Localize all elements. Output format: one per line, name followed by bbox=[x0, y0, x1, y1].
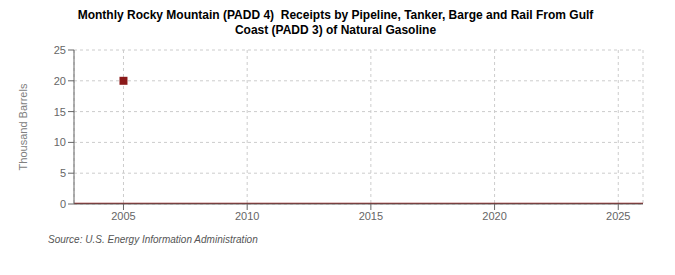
svg-text:10: 10 bbox=[54, 136, 66, 148]
svg-text:25: 25 bbox=[54, 44, 66, 56]
svg-text:2005: 2005 bbox=[111, 210, 135, 222]
html-text:Coast (PADD 3) of Natural Gaso: Coast (PADD 3) of Natural Gasoline bbox=[234, 23, 437, 37]
svg-text:Thousand Barrels: Thousand Barrels bbox=[17, 83, 29, 170]
svg-text:15: 15 bbox=[54, 106, 66, 118]
svg-text:20: 20 bbox=[54, 75, 66, 87]
svg-text:2020: 2020 bbox=[482, 210, 506, 222]
svg-text:2015: 2015 bbox=[359, 210, 383, 222]
svg-text:5: 5 bbox=[60, 167, 66, 179]
svg-text:0: 0 bbox=[60, 198, 66, 210]
svg-text:2025: 2025 bbox=[606, 210, 630, 222]
html-text:Source: U.S. Energy Informatio: Source: U.S. Energy Information Administ… bbox=[48, 234, 258, 245]
html-text:Monthly Rocky Mountain (PADD 4: Monthly Rocky Mountain (PADD 4) Receipts… bbox=[77, 8, 594, 22]
svg-text:2010: 2010 bbox=[235, 210, 259, 222]
